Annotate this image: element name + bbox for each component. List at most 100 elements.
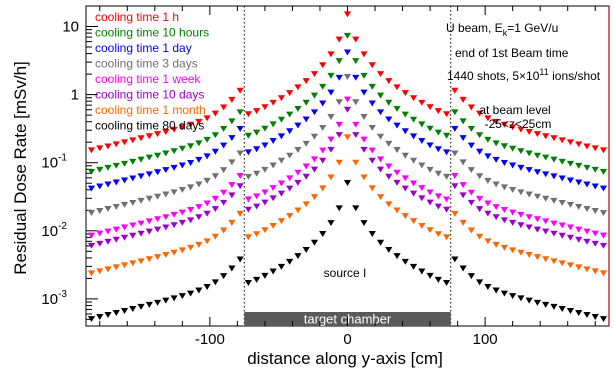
- data-point: [327, 146, 335, 153]
- data-point: [178, 219, 186, 226]
- data-point: [178, 124, 186, 131]
- data-point: [376, 166, 385, 173]
- data-point: [393, 84, 401, 91]
- data-point: [558, 175, 566, 182]
- data-point: [500, 290, 508, 297]
- data-point: [310, 239, 319, 246]
- data-point: [451, 183, 459, 190]
- data-point: [220, 199, 228, 206]
- series-5: [87, 106, 608, 249]
- data-point: [294, 147, 302, 153]
- data-point: [162, 224, 170, 231]
- data-point: [376, 194, 385, 201]
- data-point: [476, 279, 484, 286]
- data-point: [343, 96, 352, 103]
- data-point: [492, 140, 500, 147]
- data-point: [591, 314, 599, 320]
- data-point: [203, 238, 211, 245]
- data-point: [137, 197, 145, 204]
- data-point: [467, 125, 475, 132]
- data-point: [145, 195, 153, 202]
- data-point: [360, 51, 368, 58]
- data-point: [310, 156, 319, 163]
- data-point: [442, 234, 451, 241]
- data-point: [492, 156, 500, 163]
- data-point: [360, 72, 368, 79]
- data-point: [310, 92, 319, 99]
- data-point: [434, 276, 442, 283]
- data-point: [178, 247, 186, 254]
- data-point: [162, 297, 170, 304]
- data-point: [112, 310, 120, 316]
- data-point: [244, 279, 253, 286]
- data-point: [467, 227, 475, 234]
- data-point: [153, 299, 162, 306]
- data-point: [269, 185, 277, 192]
- data-point: [302, 140, 310, 147]
- data-point: [319, 83, 327, 90]
- data-point: [228, 135, 236, 142]
- data-point: [550, 156, 558, 163]
- data-point: [277, 218, 286, 225]
- data-point: [294, 84, 302, 91]
- data-point: [335, 159, 343, 166]
- data-point: [533, 216, 542, 223]
- data-point: [575, 226, 583, 233]
- data-point: [599, 316, 608, 323]
- data-point: [137, 303, 145, 310]
- data-point: [393, 147, 401, 153]
- data-point: [236, 125, 244, 132]
- data-point: [566, 177, 575, 184]
- data-point: [187, 184, 195, 191]
- data-point: [104, 312, 112, 318]
- data-point: [517, 189, 525, 196]
- data-point: [203, 153, 211, 160]
- data-point: [418, 162, 426, 169]
- data-point: [459, 265, 467, 272]
- data-point: [385, 140, 393, 147]
- data-point: [517, 211, 525, 218]
- data-point: [484, 284, 492, 290]
- data-point: [434, 129, 442, 136]
- data-point: [236, 183, 244, 190]
- data-point: [575, 203, 583, 210]
- data-point: [319, 185, 327, 192]
- data-point: [286, 128, 294, 135]
- data-point: [352, 132, 360, 139]
- data-point: [509, 247, 517, 254]
- data-point: [550, 197, 558, 204]
- data-point: [352, 205, 360, 212]
- series-3: [87, 74, 608, 217]
- data-point: [178, 293, 186, 300]
- data-point: [261, 227, 269, 234]
- data-point: [269, 121, 277, 128]
- data-point: [96, 183, 104, 190]
- data-point: [96, 240, 104, 247]
- data-point: [525, 297, 533, 304]
- data-point: [162, 251, 170, 258]
- data-point: [87, 185, 96, 192]
- data-point: [228, 118, 236, 125]
- data-point: [418, 268, 426, 275]
- series-layer: [87, 11, 608, 323]
- y-tick-label: 10-3: [41, 289, 67, 308]
- data-point: [459, 118, 467, 125]
- data-point: [484, 200, 492, 207]
- data-point: [211, 110, 219, 117]
- data-point: [599, 242, 608, 249]
- data-point: [261, 199, 269, 206]
- data-point: [426, 104, 434, 111]
- data-point: [459, 96, 467, 103]
- data-point: [343, 11, 352, 18]
- data-point: [360, 89, 368, 96]
- data-point: [220, 189, 228, 196]
- data-point: [385, 116, 393, 123]
- data-point: [352, 36, 360, 43]
- data-point: [409, 157, 418, 164]
- data-point: [558, 222, 566, 229]
- data-point: [517, 126, 525, 133]
- data-point: [277, 263, 286, 270]
- data-point: [451, 256, 459, 263]
- data-point: [492, 118, 500, 125]
- data-point: [418, 138, 426, 144]
